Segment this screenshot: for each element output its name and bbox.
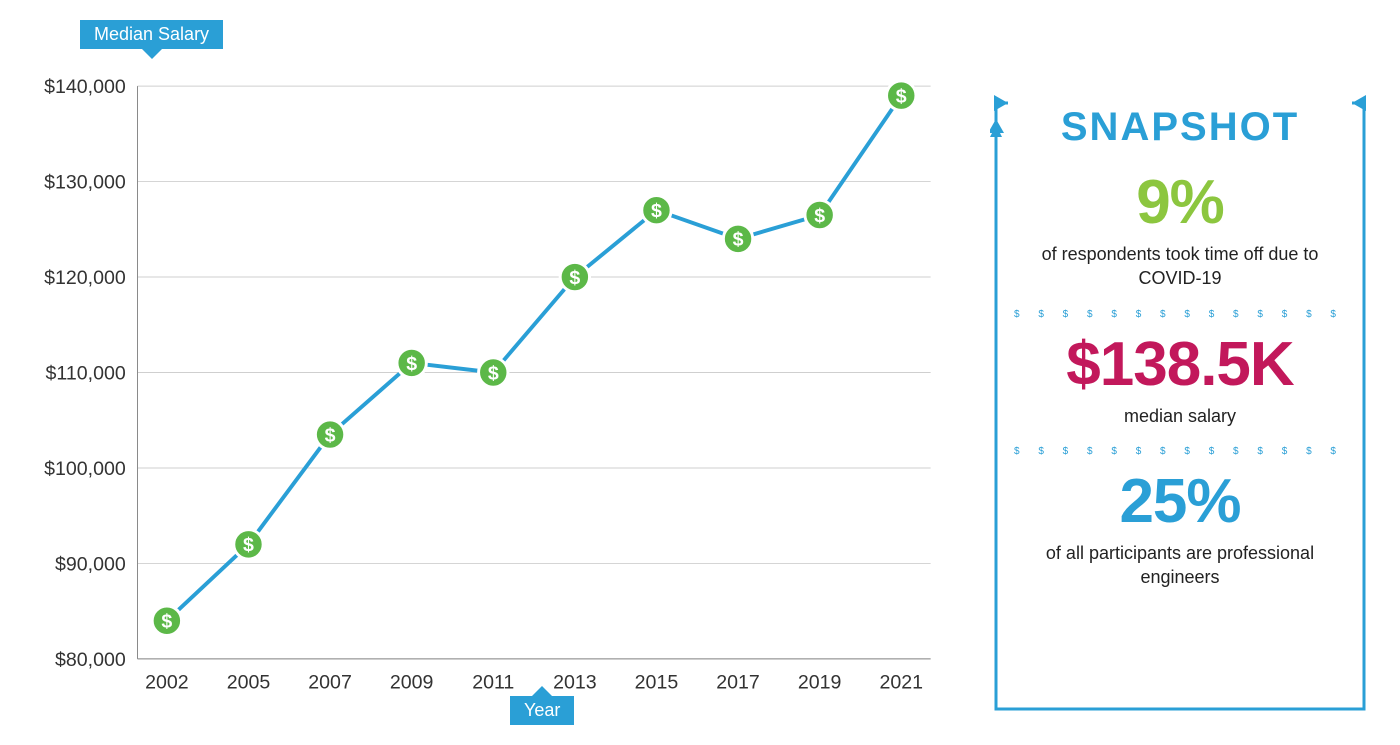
- stat-caption: of respondents took time off due to COVI…: [1014, 242, 1346, 291]
- x-tick-label: 2011: [472, 671, 514, 693]
- dollar-marker-icon: $: [243, 534, 254, 556]
- x-tick-label: 2002: [145, 671, 189, 693]
- dollar-marker-icon: $: [325, 424, 336, 446]
- chart-svg: $80,000 $90,000 $100,000 $110,000 $120,000 $1…: [20, 20, 960, 725]
- stat-value: 9%: [1014, 172, 1346, 234]
- x-tick-label: 2019: [798, 671, 842, 693]
- y-tick-label: $130,000: [44, 171, 126, 193]
- y-tick-label: $110,000: [46, 362, 126, 384]
- x-tick-label: 2007: [308, 671, 352, 693]
- stat-value: 25%: [1014, 471, 1346, 533]
- dollar-marker-icon: $: [488, 362, 499, 384]
- dollar-marker-icon: $: [733, 229, 744, 251]
- dollar-marker-icon: $: [406, 353, 417, 375]
- stat-caption: of all participants are professional eng…: [1014, 541, 1346, 590]
- y-tick-label: $90,000: [55, 553, 126, 575]
- x-tick-label: 2013: [553, 671, 597, 693]
- y-tick-label: $140,000: [44, 76, 126, 98]
- x-axis-tag: Year: [510, 696, 574, 725]
- dollar-marker-icon: $: [651, 200, 662, 222]
- snapshot-panel: SNAPSHOT 9% of respondents took time off…: [990, 75, 1370, 715]
- divider: $ $ $ $ $ $ $ $ $ $ $ $ $ $ $ $ $ $ $ $ …: [1014, 446, 1346, 457]
- y-tick-label: $80,000: [55, 649, 126, 671]
- stat-value: $138.5K: [1014, 334, 1346, 396]
- dollar-marker-icon: $: [896, 85, 907, 107]
- x-tick-label: 2005: [227, 671, 271, 693]
- dollar-marker-icon: $: [814, 205, 825, 227]
- salary-chart: Median Salary $80,000 $90,000 $100,000 $110…: [20, 20, 960, 725]
- y-tick-label: $100,000: [44, 458, 126, 480]
- dollar-marker-icon: $: [161, 611, 172, 633]
- x-tick-label: 2015: [635, 671, 679, 693]
- stat-block: $138.5K median salary: [1014, 334, 1346, 428]
- stat-block: 25% of all participants are professional…: [1014, 471, 1346, 590]
- y-axis-tag: Median Salary: [80, 20, 223, 49]
- x-tick-label: 2021: [879, 671, 923, 693]
- y-tick-label: $120,000: [44, 267, 126, 289]
- divider: $ $ $ $ $ $ $ $ $ $ $ $ $ $ $ $ $ $ $ $ …: [1014, 309, 1346, 320]
- dollar-marker-icon: $: [569, 267, 580, 289]
- x-tick-label: 2017: [716, 671, 760, 693]
- snapshot-title: SNAPSHOT: [1014, 105, 1346, 150]
- x-tick-label: 2009: [390, 671, 434, 693]
- stat-block: 9% of respondents took time off due to C…: [1014, 172, 1346, 291]
- stat-caption: median salary: [1014, 404, 1346, 428]
